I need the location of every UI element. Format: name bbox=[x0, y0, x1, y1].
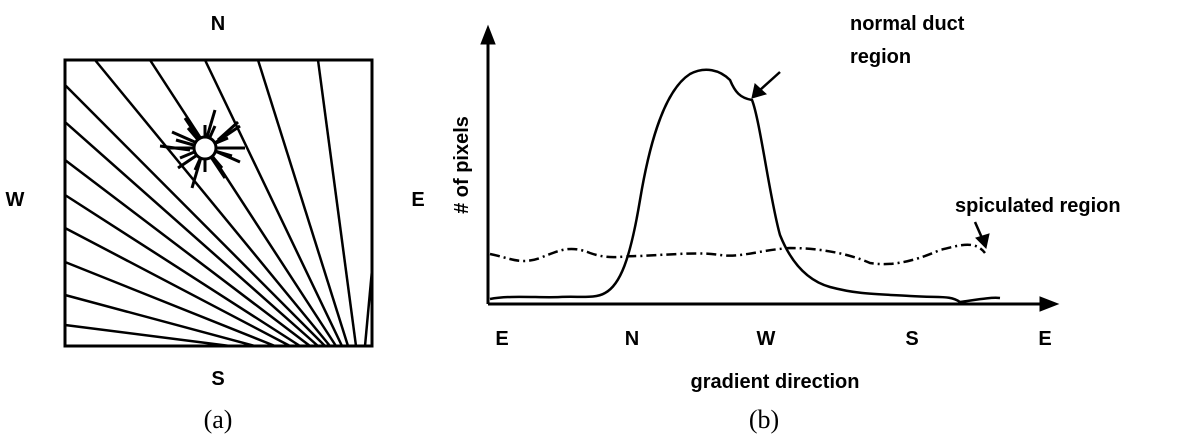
annotation: region bbox=[850, 46, 911, 68]
y-arrow bbox=[480, 24, 496, 45]
x-axis-label: gradient direction bbox=[691, 371, 860, 393]
annotation: normal duct bbox=[850, 13, 965, 35]
caption-b: (b) bbox=[749, 405, 779, 434]
west-label: W bbox=[6, 189, 25, 211]
gradient-lines bbox=[64, 59, 374, 348]
frame bbox=[63, 58, 374, 348]
annotation-arrowhead bbox=[751, 83, 768, 99]
north-label: N bbox=[211, 13, 225, 35]
spiculated-curve bbox=[489, 243, 986, 266]
spiculated-lesion bbox=[159, 109, 245, 189]
x-tick-label: W bbox=[757, 328, 776, 350]
caption-a: (a) bbox=[204, 405, 233, 434]
annotation-arrowhead bbox=[975, 233, 990, 250]
x-tick-label: S bbox=[905, 328, 918, 350]
x-tick-label: E bbox=[495, 328, 508, 350]
annotation-arrow bbox=[973, 221, 984, 239]
south-label: S bbox=[211, 368, 224, 390]
x-arrow bbox=[1039, 296, 1060, 312]
annotation-arrow bbox=[759, 71, 781, 91]
normal-duct-curve bbox=[489, 68, 1001, 304]
x-tick-label: E bbox=[1038, 328, 1051, 350]
panel-a: N W E S (a) bbox=[6, 13, 425, 434]
y-axis-label: # of pixels bbox=[451, 116, 473, 214]
x-tick-label: N bbox=[625, 328, 639, 350]
panel-b: E N W S E gradient direction # of pixels… bbox=[451, 13, 1121, 434]
east-label: E bbox=[411, 189, 424, 211]
annotation: spiculated region bbox=[955, 195, 1121, 217]
